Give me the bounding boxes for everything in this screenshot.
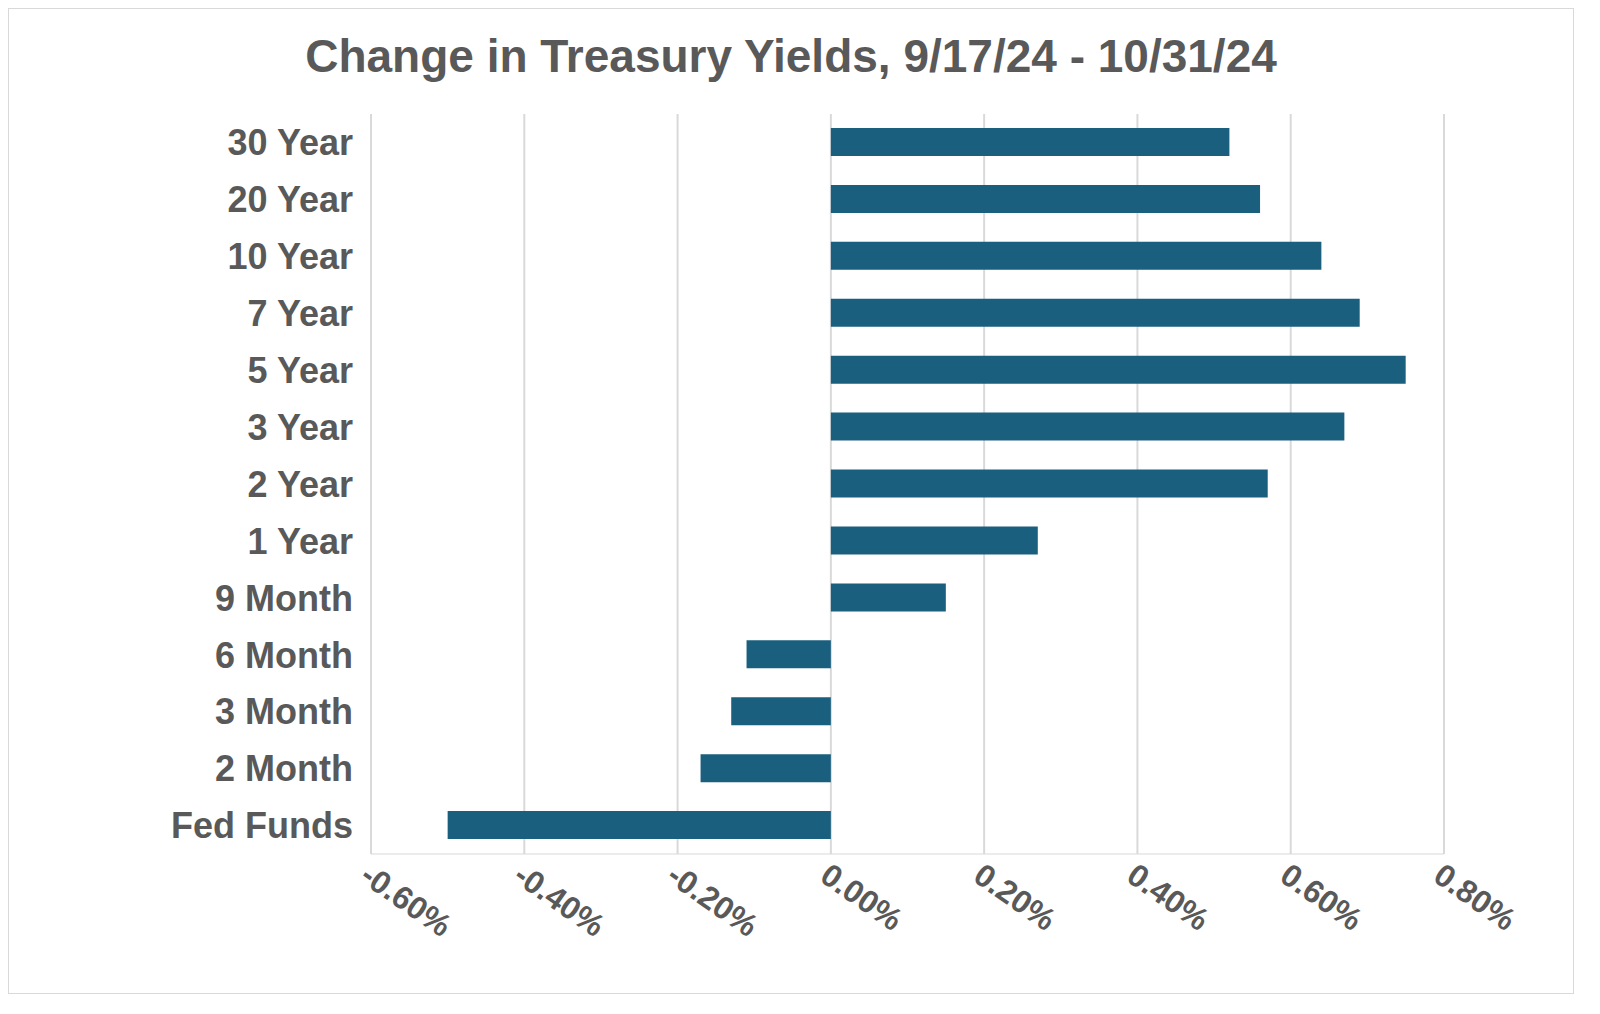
svg-text:-0.60%: -0.60% <box>354 856 458 944</box>
svg-text:0.40%: 0.40% <box>1121 856 1216 938</box>
svg-text:0.60%: 0.60% <box>1274 856 1369 938</box>
svg-text:-0.20%: -0.20% <box>661 856 765 944</box>
svg-text:0.20%: 0.20% <box>968 856 1063 938</box>
svg-text:2 Year: 2 Year <box>248 464 353 505</box>
svg-text:2 Month: 2 Month <box>215 748 353 789</box>
svg-text:3 Month: 3 Month <box>215 691 353 732</box>
svg-text:10 Year: 10 Year <box>228 236 353 277</box>
svg-text:Fed Funds: Fed Funds <box>171 805 353 846</box>
svg-text:30 Year: 30 Year <box>228 122 353 163</box>
svg-text:0.80%: 0.80% <box>1427 856 1522 938</box>
svg-text:6 Month: 6 Month <box>215 635 353 676</box>
svg-text:0.00%: 0.00% <box>814 856 909 938</box>
svg-text:3 Year: 3 Year <box>248 407 353 448</box>
svg-text:5 Year: 5 Year <box>248 350 353 391</box>
svg-text:7 Year: 7 Year <box>248 293 353 334</box>
html-text:Change in Treasury Yields, 9/1: Change in Treasury Yields, 9/17/24 - 10/… <box>305 30 1277 82</box>
svg-text:20 Year: 20 Year <box>228 179 353 220</box>
svg-text:9 Month: 9 Month <box>215 578 353 619</box>
svg-text:1 Year: 1 Year <box>248 521 353 562</box>
svg-text:-0.40%: -0.40% <box>508 856 612 944</box>
